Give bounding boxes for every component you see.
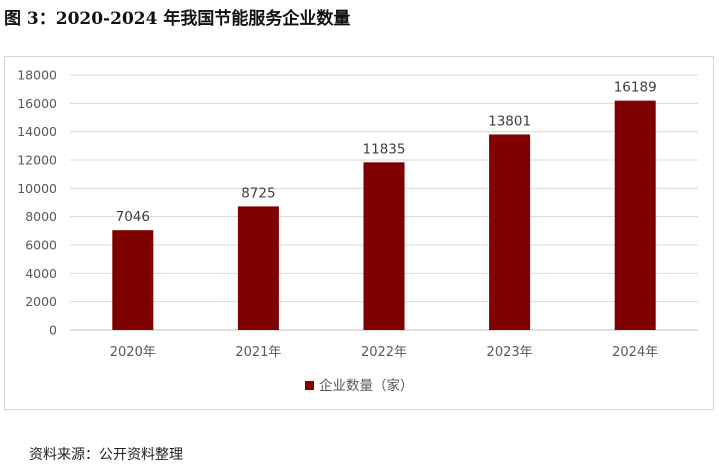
data-label: 11835: [363, 141, 406, 157]
data-labels: 7046 8725 11835 13801 16189: [116, 80, 657, 226]
data-label: 8725: [241, 185, 275, 201]
bar: [363, 162, 405, 330]
x-tick-label: 2024年: [612, 345, 658, 360]
y-tick-label: 8000: [25, 209, 57, 224]
bar: [489, 134, 531, 330]
y-tick-label: 0: [49, 323, 57, 338]
y-tick-label: 2000: [25, 294, 57, 309]
legend: 企业数量（家）: [305, 377, 414, 394]
y-tick-label: 10000: [17, 181, 57, 196]
y-tick-label: 4000: [25, 266, 57, 281]
x-tick-label: 2021年: [235, 345, 281, 360]
y-tick-label: 16000: [17, 96, 57, 111]
y-axis-ticks: 0 2000 4000 6000 8000 10000 12000 14000 16000 180…: [17, 68, 57, 338]
legend-label: 企业数量（家）: [319, 377, 414, 394]
x-axis-ticks: 2020年 2021年 2022年 2023年 2024年: [110, 345, 658, 360]
figure-title: 图 3：2020-2024 年我国节能服务企业数量: [4, 9, 351, 29]
y-tick-label: 12000: [17, 153, 57, 168]
bar: [112, 230, 154, 330]
bars: [112, 100, 656, 331]
y-tick-label: 18000: [17, 68, 57, 83]
legend-swatch: [305, 381, 314, 390]
data-label: 7046: [116, 209, 150, 225]
x-tick-label: 2023年: [487, 345, 533, 360]
data-label: 13801: [488, 113, 531, 129]
data-label: 16189: [614, 80, 657, 96]
x-tick-label: 2022年: [361, 345, 407, 360]
x-tick-label: 2020年: [110, 345, 156, 360]
source-note: 资料来源：公开资料整理: [29, 447, 183, 463]
y-tick-label: 6000: [25, 238, 57, 253]
bar: [237, 206, 279, 330]
bar: [614, 100, 656, 331]
y-tick-label: 14000: [17, 124, 57, 139]
